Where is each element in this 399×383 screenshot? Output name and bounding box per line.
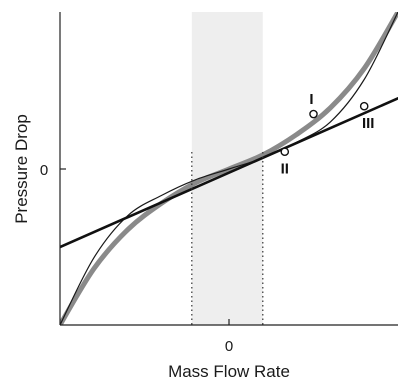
x-tick-label-0: 0 <box>225 338 233 355</box>
x-axis-title: Mass Flow Rate <box>168 362 290 381</box>
y-tick-label-0: 0 <box>40 162 48 179</box>
series-line-3 <box>60 97 398 249</box>
plot-area <box>60 12 398 325</box>
point-label-II: II <box>281 161 289 178</box>
operating-point-III <box>359 101 369 111</box>
operating-point-I <box>309 109 318 119</box>
point-label-I: I <box>309 91 313 108</box>
y-axis-title: Pressure Drop <box>12 114 31 224</box>
series-line-2 <box>60 12 398 325</box>
point-label-III: III <box>362 115 375 132</box>
operating-point-II <box>280 147 290 157</box>
